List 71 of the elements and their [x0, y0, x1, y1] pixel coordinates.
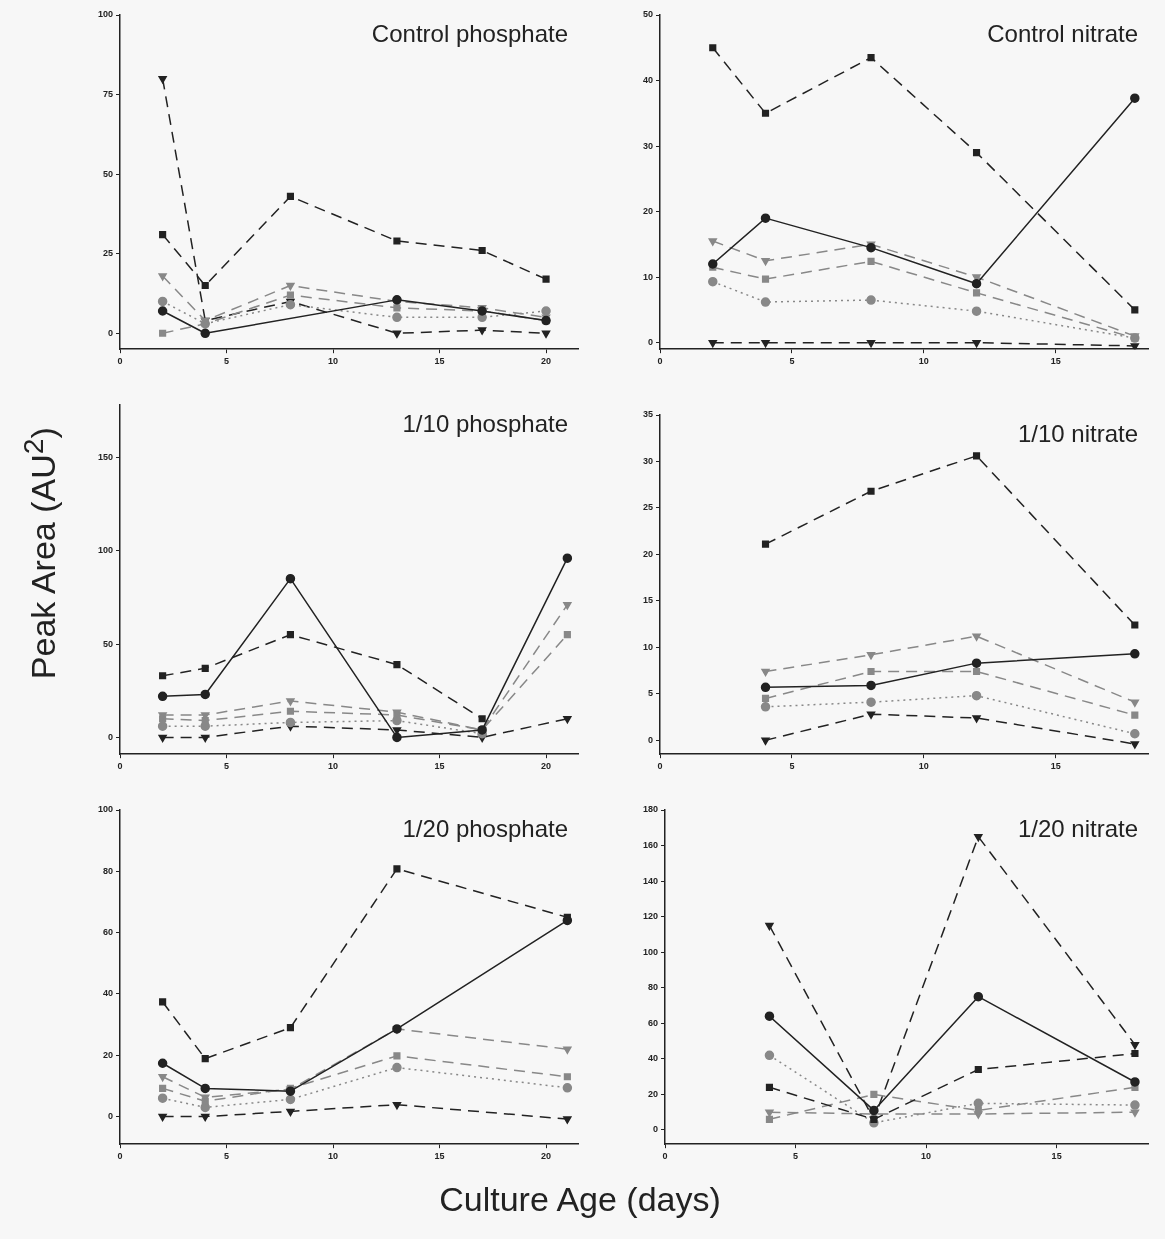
y-tick-label: 50: [103, 638, 114, 649]
x-tick-label: 0: [117, 1151, 123, 1162]
x-tick-label: 0: [662, 1151, 668, 1162]
x-tick-label: 0: [117, 356, 123, 367]
x-tick-label: 5: [789, 356, 795, 367]
x-tick-label: 10: [918, 761, 929, 772]
y-tick-label: 50: [643, 9, 654, 20]
y-tick-label: 50: [103, 168, 114, 179]
x-tick-label: 5: [793, 1151, 799, 1162]
y-tick-label: 100: [97, 545, 114, 556]
x-tick-label: 15: [1051, 1151, 1062, 1162]
y-tick-label: 30: [643, 140, 654, 151]
chart-title: Control nitrate: [987, 19, 1138, 47]
y-tick-label: 40: [648, 1053, 659, 1064]
y-tick-label: 25: [103, 248, 114, 259]
y-tick-label: 75: [103, 89, 114, 100]
y-tick-label: 120: [642, 911, 659, 922]
y-tick-label: 0: [108, 731, 114, 742]
x-tick-label: 10: [328, 356, 339, 367]
y-tick-label: 100: [642, 946, 659, 957]
x-tick-label: 15: [1050, 356, 1061, 367]
y-tick-label: 40: [643, 75, 654, 86]
y-tick-label: 100: [97, 9, 114, 20]
x-tick-label: 10: [918, 356, 929, 367]
y-tick-label: 10: [643, 641, 654, 652]
chart-title: 1/10 phosphate: [402, 409, 568, 437]
x-tick-label: 5: [224, 356, 230, 367]
y-tick-label: 0: [648, 337, 654, 348]
chart-title: Control phosphate: [371, 19, 568, 47]
chart-title: 1/20 nitrate: [1017, 814, 1138, 842]
x-tick-label: 5: [224, 761, 230, 772]
y-tick-label: 80: [103, 865, 114, 876]
x-tick-label: 15: [434, 356, 445, 367]
y-tick-label: 160: [642, 840, 659, 851]
y-tick-label: 0: [108, 1111, 114, 1122]
y-tick-label: 25: [643, 502, 654, 513]
x-tick-label: 10: [328, 1151, 339, 1162]
x-axis-title: Culture Age (days): [438, 1180, 722, 1219]
x-tick-label: 15: [434, 761, 445, 772]
y-tick-label: 60: [648, 1017, 659, 1028]
x-tick-label: 15: [1050, 761, 1061, 772]
x-tick-label: 10: [328, 761, 339, 772]
y-tick-label: 140: [642, 875, 659, 886]
chart-title: 1/10 nitrate: [1017, 419, 1138, 447]
x-tick-label: 20: [541, 356, 552, 367]
x-tick-label: 0: [117, 761, 123, 772]
x-tick-label: 20: [541, 761, 552, 772]
y-tick-label: 15: [643, 595, 654, 606]
y-tick-label: 20: [648, 1088, 659, 1099]
y-tick-label: 0: [108, 327, 114, 338]
chart-title: 1/20 phosphate: [402, 814, 568, 842]
y-tick-label: 40: [103, 988, 114, 999]
x-tick-label: 5: [789, 761, 795, 772]
y-tick-label: 150: [97, 451, 114, 462]
y-tick-label: 60: [103, 927, 114, 938]
y-tick-label: 0: [648, 734, 654, 745]
y-tick-label: 180: [642, 804, 659, 815]
y-tick-label: 20: [103, 1049, 114, 1060]
y-tick-label: 20: [643, 206, 654, 217]
x-tick-label: 10: [921, 1151, 932, 1162]
x-tick-label: 20: [541, 1151, 552, 1162]
y-tick-label: 30: [643, 455, 654, 466]
y-tick-label: 0: [653, 1124, 659, 1135]
y-tick-label: 80: [648, 982, 659, 993]
x-tick-label: 15: [434, 1151, 445, 1162]
y-tick-label: 35: [643, 409, 654, 420]
y-tick-label: 5: [648, 688, 654, 699]
y-tick-label: 10: [643, 271, 654, 282]
y-tick-label: 100: [97, 804, 114, 815]
x-tick-label: 5: [224, 1151, 230, 1162]
y-tick-label: 20: [643, 548, 654, 559]
